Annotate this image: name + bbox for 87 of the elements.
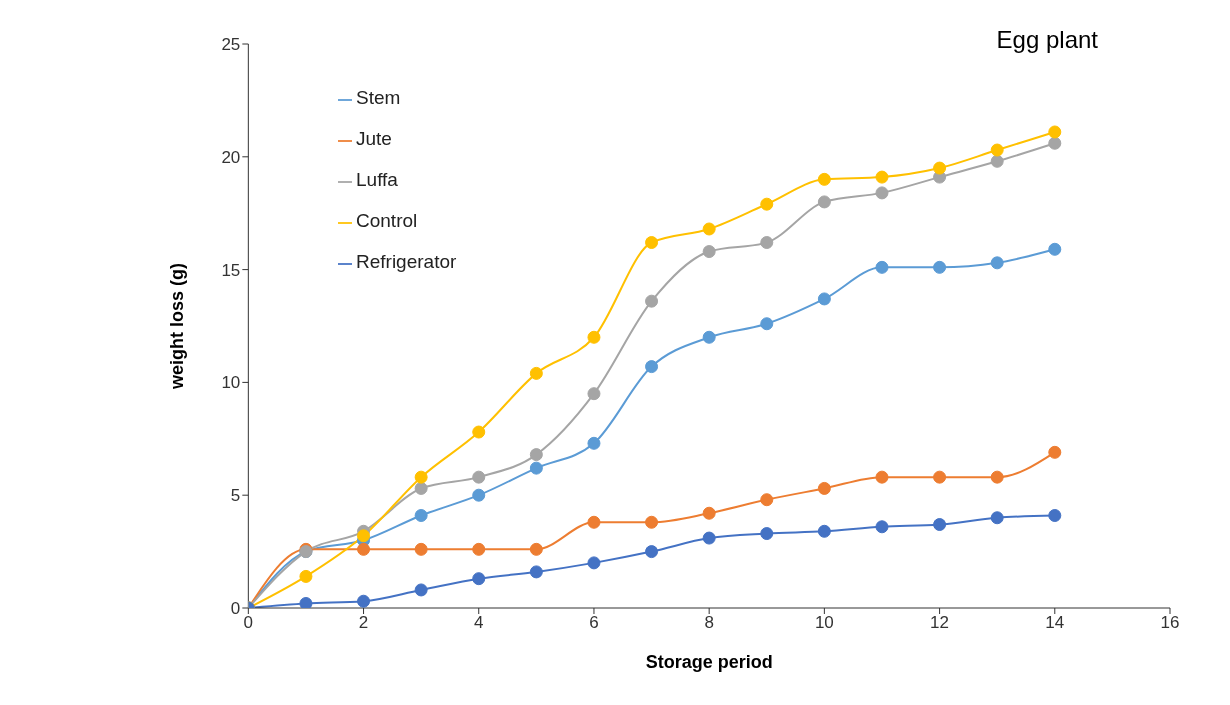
point (817, 481, 831, 495)
point (702, 531, 716, 545)
point (414, 509, 428, 522)
point (414, 481, 428, 495)
point (702, 330, 716, 344)
point (472, 488, 486, 502)
point (933, 161, 947, 175)
point (587, 556, 601, 570)
point (875, 470, 889, 484)
point (760, 236, 774, 250)
y-tick-label: 10 (221, 373, 241, 393)
x-tick-label: 2 (358, 613, 369, 633)
x-tick-label: 16 (1160, 613, 1180, 633)
y-tick-label: 25 (221, 35, 241, 55)
point (529, 366, 543, 380)
point (933, 470, 947, 484)
point (990, 511, 1004, 525)
legend-label: Refrigerator (356, 251, 457, 272)
point (472, 542, 486, 556)
x-axis-title: Storage period (645, 652, 773, 672)
legend-label: Jute (356, 128, 392, 149)
x-tick-label: 10 (814, 613, 834, 633)
point (760, 197, 774, 211)
point (587, 515, 601, 529)
legend-label: Stem (356, 87, 401, 108)
point (645, 236, 659, 250)
point (990, 470, 1004, 484)
point (529, 565, 543, 579)
point (760, 493, 774, 507)
legend-label: Control (356, 210, 418, 231)
point (817, 524, 831, 538)
point (414, 583, 428, 597)
chart-title: Egg plant (996, 26, 1098, 54)
point (587, 436, 601, 450)
point (933, 260, 947, 274)
point (299, 569, 313, 583)
point (702, 245, 716, 259)
point (414, 542, 428, 556)
point (1048, 136, 1062, 150)
point (875, 170, 889, 184)
point (817, 292, 831, 306)
x-tick-label: 0 (243, 613, 254, 633)
point (1048, 509, 1062, 522)
point (1048, 125, 1062, 139)
legend-label: Luffa (356, 169, 398, 190)
point (645, 360, 659, 374)
point (357, 529, 371, 543)
point (702, 506, 716, 520)
point (357, 594, 371, 608)
y-tick-label: 20 (221, 147, 241, 167)
point (645, 294, 659, 308)
point (299, 596, 313, 608)
point (529, 461, 543, 475)
point (645, 545, 659, 559)
point (875, 520, 889, 534)
y-tick-label: 5 (230, 486, 241, 506)
x-tick-label: 8 (704, 613, 714, 633)
point (875, 260, 889, 274)
point (645, 515, 659, 529)
point (1048, 242, 1062, 256)
point (702, 222, 716, 236)
point (587, 330, 601, 344)
point (933, 518, 947, 532)
point (414, 470, 428, 484)
y-tick-label: 0 (230, 599, 241, 619)
point (587, 387, 601, 401)
point (760, 527, 774, 541)
x-tick-label: 14 (1045, 613, 1065, 633)
point (990, 143, 1004, 157)
point (357, 542, 371, 556)
point (472, 425, 486, 439)
x-tick-label: 6 (589, 613, 599, 633)
y-tick-label: 15 (221, 260, 241, 280)
point (529, 448, 543, 462)
point (875, 186, 889, 200)
point (529, 542, 543, 556)
point (990, 256, 1004, 270)
point (472, 470, 486, 484)
y-axis-title: weight loss (g) (166, 262, 187, 390)
x-tick-label: 12 (930, 613, 950, 633)
point (817, 172, 831, 186)
point (817, 195, 831, 209)
point (760, 317, 774, 331)
point (990, 154, 1004, 168)
point (472, 572, 486, 586)
point (1048, 445, 1062, 459)
x-tick-label: 4 (474, 613, 484, 633)
